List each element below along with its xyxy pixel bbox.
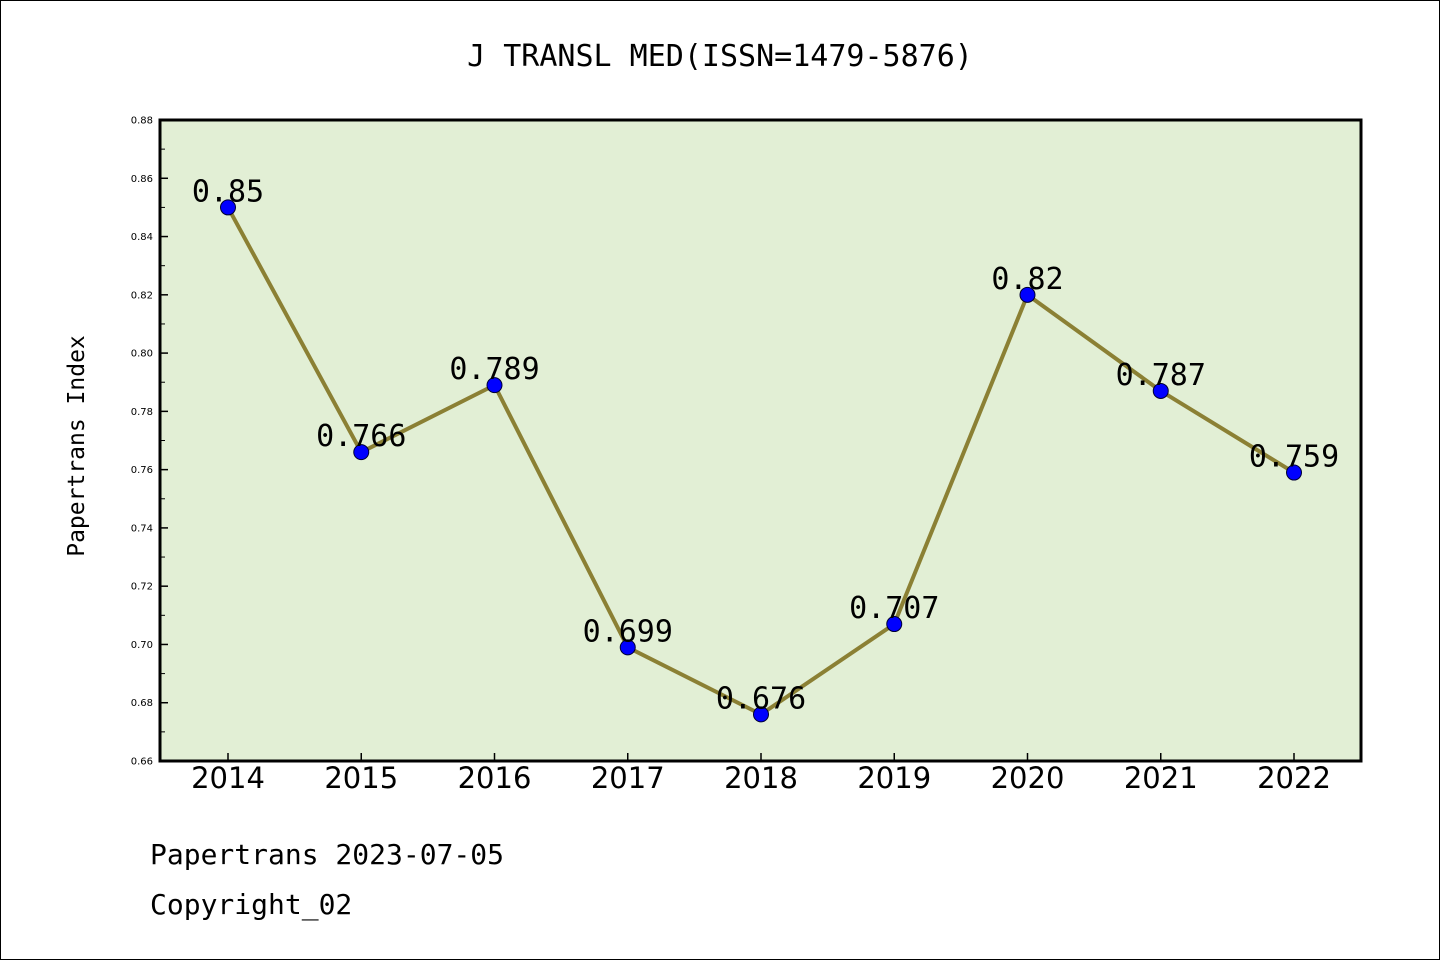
x-tick-label: 2016 bbox=[458, 761, 532, 795]
y-tick-label: 0.82 bbox=[131, 290, 153, 301]
data-label: 0.766 bbox=[316, 419, 406, 454]
data-label: 0.699 bbox=[583, 614, 673, 649]
data-point bbox=[753, 706, 769, 723]
y-tick-label: 0.86 bbox=[131, 174, 153, 185]
y-tick-label: 0.70 bbox=[131, 640, 153, 651]
y-tick-label: 0.72 bbox=[131, 582, 153, 593]
x-tick-label: 2019 bbox=[857, 761, 931, 795]
footer-date: Papertrans 2023-07-05 bbox=[150, 838, 504, 871]
y-axis: 0.66 0.68 0.70 0.72 0.74 0.76 0.78 0.80 0.82 0.84… bbox=[131, 116, 168, 768]
data-point bbox=[353, 444, 370, 461]
y-tick-label: 0.84 bbox=[131, 232, 153, 243]
data-label: 0.676 bbox=[716, 681, 806, 716]
data-labels: 0.85 0.766 0.789 0.699 0.676 0.707 0.82 0.787 0.… bbox=[192, 174, 1339, 716]
x-axis: 2014 2015 2016 2017 2018 2019 2020 2021 2022 bbox=[191, 753, 1331, 795]
y-tick-label: 0.66 bbox=[131, 757, 153, 768]
data-point bbox=[619, 639, 636, 656]
y-tick-label: 0.78 bbox=[131, 407, 153, 418]
x-tick-label: 2022 bbox=[1257, 761, 1331, 795]
data-label: 0.789 bbox=[449, 352, 539, 387]
series-layer bbox=[220, 199, 1302, 723]
chart-title: J TRANSL MED(ISSN=1479-5876) bbox=[467, 39, 973, 74]
data-point bbox=[1286, 464, 1302, 481]
data-point bbox=[220, 199, 236, 216]
x-tick-label: 2014 bbox=[191, 761, 265, 795]
data-label: 0.787 bbox=[1116, 358, 1206, 393]
data-point bbox=[1152, 382, 1169, 399]
y-tick-label: 0.76 bbox=[131, 465, 153, 476]
y-axis-label: Papertrans Index bbox=[64, 335, 90, 557]
x-tick-label: 2021 bbox=[1124, 761, 1198, 795]
y-tick-label: 0.68 bbox=[131, 698, 153, 709]
plot-area bbox=[160, 120, 1361, 761]
data-label: 0.82 bbox=[991, 262, 1063, 297]
y-tick-label: 0.74 bbox=[131, 523, 153, 534]
footer-copyright: Copyright_02 bbox=[150, 888, 352, 922]
data-label: 0.759 bbox=[1249, 440, 1339, 475]
plot-border bbox=[158, 118, 1363, 763]
y-tick-label: 0.88 bbox=[131, 116, 153, 127]
data-label: 0.85 bbox=[192, 174, 264, 209]
x-tick-label: 2018 bbox=[724, 761, 798, 795]
data-label: 0.707 bbox=[849, 591, 939, 626]
data-point bbox=[1019, 286, 1036, 303]
x-tick-label: 2017 bbox=[591, 761, 665, 795]
data-point bbox=[486, 377, 503, 394]
data-point bbox=[886, 616, 903, 633]
y-tick-label: 0.80 bbox=[131, 349, 153, 360]
x-tick-label: 2020 bbox=[991, 761, 1065, 795]
x-tick-label: 2015 bbox=[324, 761, 398, 795]
